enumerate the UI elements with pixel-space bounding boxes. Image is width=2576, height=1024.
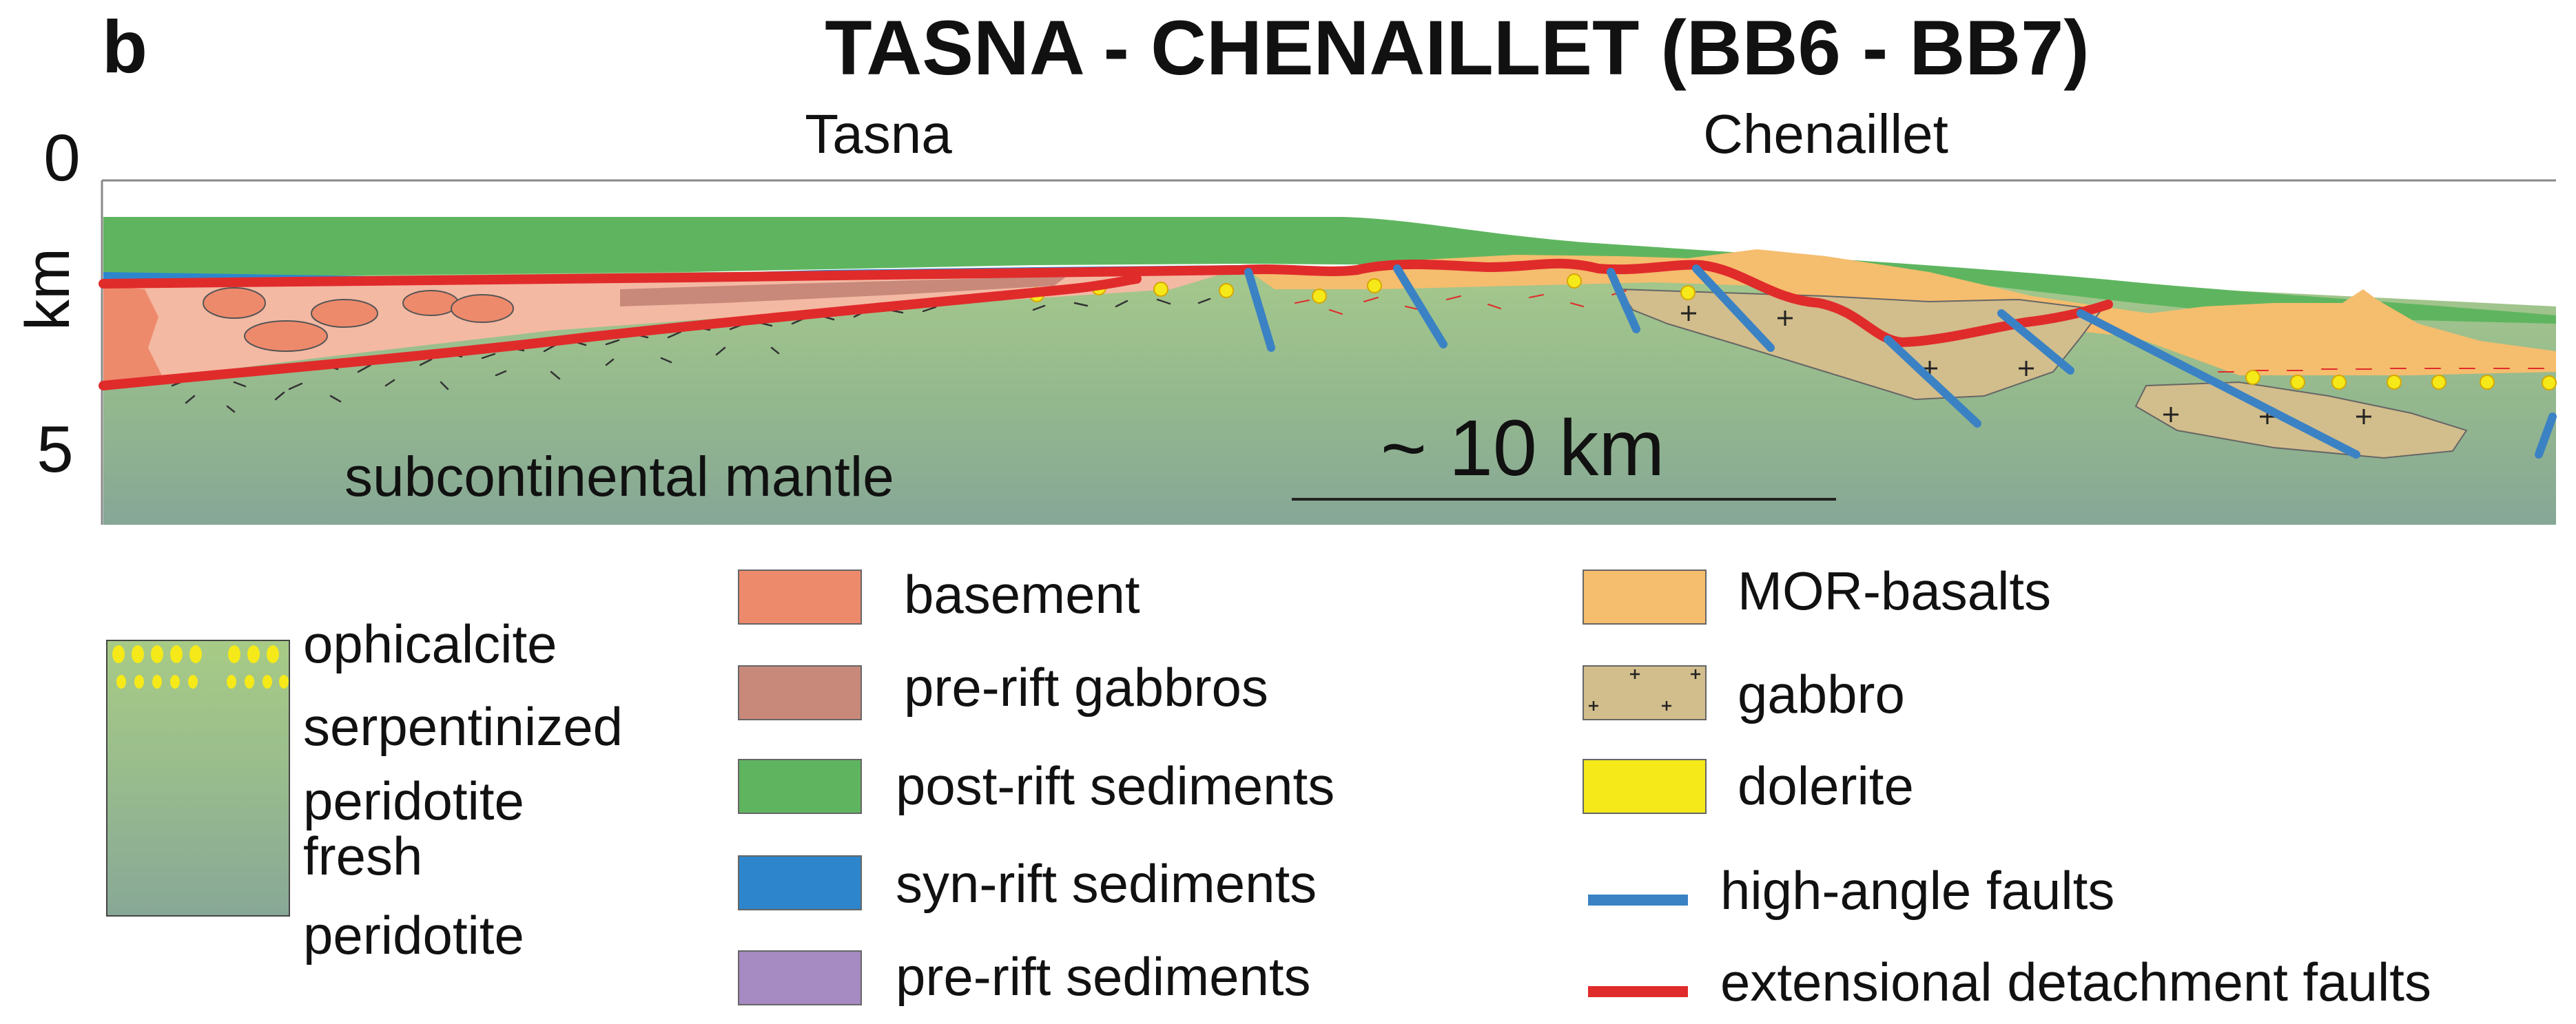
legend-label-peridotite-2: peridotite bbox=[303, 905, 524, 965]
legend-label-serpentinized: serpentinized bbox=[303, 696, 623, 757]
depth-tick-5: 5 bbox=[37, 412, 73, 486]
legend-middle-column: basement pre-rift gabbros post-rift sedi… bbox=[738, 564, 1335, 1007]
legend-swatch-dolerite bbox=[1583, 759, 1707, 814]
detachment-fault-upper bbox=[99, 258, 2113, 347]
location-label-tasna: Tasna bbox=[805, 103, 952, 165]
depth-tick-0: 0 bbox=[43, 121, 80, 195]
legend-label-dolerite: dolerite bbox=[1738, 755, 1914, 816]
legend-label-mor-basalts: MOR-basalts bbox=[1738, 561, 2051, 621]
basement-blob bbox=[203, 287, 266, 319]
figure-title: TASNA - CHENAILLET (BB6 - BB7) bbox=[825, 5, 2089, 91]
legend-swatch-pre-rift-gabbros bbox=[738, 665, 862, 720]
legend-ophicalcite-dots bbox=[112, 645, 289, 689]
legend-swatch-pre-rift-sediments bbox=[738, 950, 862, 1005]
basement-blob bbox=[311, 299, 378, 328]
depth-axis: 0 5 km bbox=[14, 121, 2556, 525]
basement-blob bbox=[244, 320, 328, 352]
legend-swatch-basement bbox=[738, 570, 862, 625]
legend-label-detachment-faults: extensional detachment faults bbox=[1720, 952, 2431, 1012]
legend-right-column: MOR-basalts gabbro dolerite high-angle f… bbox=[1583, 561, 2431, 1012]
location-label-chenaillet: Chenaillet bbox=[1703, 103, 1948, 165]
scale-bar-label: ~ 10 km bbox=[1381, 404, 1665, 492]
legend-label-basement: basement bbox=[904, 564, 1140, 625]
legend-label-pre-rift-gabbros: pre-rift gabbros bbox=[904, 657, 1268, 718]
red-fabric-dashes bbox=[1295, 290, 2544, 373]
depth-unit-label: km bbox=[14, 248, 83, 331]
mantle-label: subcontinental mantle bbox=[344, 446, 894, 508]
panel-letter: b bbox=[102, 5, 147, 88]
gabbro-body bbox=[2134, 381, 2468, 459]
basement-blob bbox=[402, 290, 459, 316]
legend-swatch-gabbro bbox=[1583, 665, 1707, 720]
legend-gradient: ophicalcite serpentinized peridotite fre… bbox=[106, 614, 623, 965]
legend-label-high-angle-faults: high-angle faults bbox=[1720, 860, 2114, 921]
legend-label-peridotite-1: peridotite bbox=[303, 771, 524, 831]
legend-swatch-mor-basalts bbox=[1583, 570, 1707, 625]
basement-blob bbox=[451, 294, 514, 323]
legend-label-fresh: fresh bbox=[303, 826, 422, 886]
pre-rift-gabbro-band bbox=[620, 275, 1068, 306]
legend-label-ophicalcite: ophicalcite bbox=[303, 614, 557, 674]
post-rift-sediments-layer bbox=[103, 217, 2556, 324]
basement-left-body bbox=[103, 286, 162, 386]
legend-gradient-swatch bbox=[106, 640, 290, 917]
legend-gabbro-crosses bbox=[1589, 669, 1700, 711]
legend-label-gabbro: gabbro bbox=[1738, 664, 1905, 724]
legend-label-pre-rift-sediments: pre-rift sediments bbox=[896, 946, 1311, 1007]
high-angle-faults bbox=[1244, 264, 2557, 459]
legend-label-syn-rift-sediments: syn-rift sediments bbox=[896, 853, 1317, 914]
detachment-fault-lower bbox=[99, 274, 1142, 390]
legend-label-post-rift-sediments: post-rift sediments bbox=[896, 755, 1335, 816]
legend-swatch-syn-rift-sediments bbox=[738, 855, 862, 910]
legend-swatch-post-rift-sediments bbox=[738, 759, 862, 814]
cross-section: ~ 10 km subcontinental mantle bbox=[99, 217, 2557, 525]
gabbro-crosses bbox=[1681, 306, 2371, 424]
